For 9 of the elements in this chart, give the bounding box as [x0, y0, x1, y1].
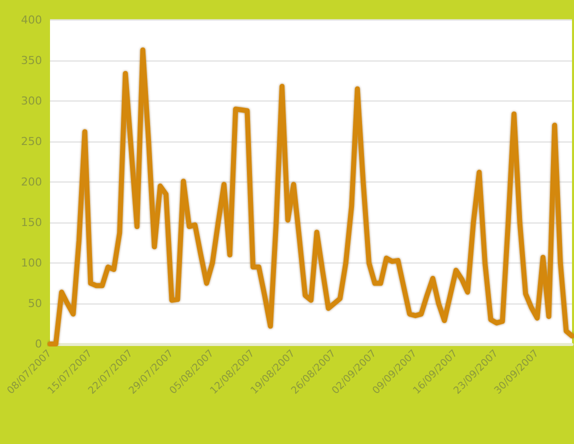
y-tick-label: 50	[28, 297, 42, 310]
y-tick-label: 100	[21, 256, 42, 270]
y-tick-label: 250	[21, 135, 42, 148]
y-tick-label: 350	[21, 54, 42, 67]
y-tick-label: 300	[21, 94, 42, 108]
y-tick-label: 400	[21, 14, 42, 26]
y-tick-label: 200	[21, 176, 42, 188]
y-tick-label: 150	[21, 216, 42, 229]
y-tick-label: 0	[35, 338, 42, 350]
